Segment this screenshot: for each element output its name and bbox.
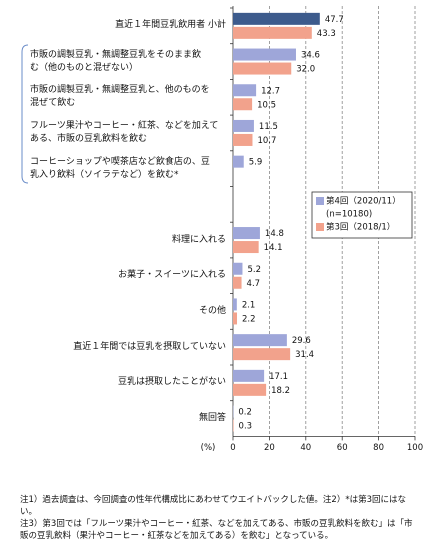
value-label: 34.6 [301,51,320,61]
value-label: 47.7 [325,15,344,25]
value-label: 12.7 [261,86,280,96]
category-label: 無回答 [198,413,226,424]
value-label: 14.1 [264,243,283,253]
category-label: フルーツ果汁やコーヒー・紅茶、などを加えて ある、市販の豆乳飲料を飲む [30,120,219,144]
value-label: 4.7 [247,279,261,289]
bar [233,262,243,275]
notes: 注1）過去調査は、今回調査の性年代構成比にあわせてウエイトバックした値。注2）*… [20,494,420,542]
bar [233,348,291,361]
group-bracket [21,44,29,184]
bar [233,98,253,111]
category-label: 直近１年間豆乳飲用者 小計 [115,20,226,31]
value-label: 43.3 [317,29,336,39]
value-label: 32.0 [296,65,315,75]
value-label: 18.2 [271,386,290,396]
x-tick-label: 0 [230,443,235,453]
x-tick-label: 40 [300,443,311,453]
bar [233,383,267,396]
legend-note: (n=10180) [326,210,372,220]
bar [233,334,287,347]
bar [233,62,292,75]
chart: 0 20 40 60 80 100 (%) 47.7 43.3 34.6 32.0 12.7 10.5 1… [21,6,423,453]
value-label: 31.4 [295,350,314,360]
x-tick-label: 100 [407,443,423,453]
note: 注1）過去調査は、今回調査の性年代構成比にあわせてウエイトバックした値。注2）*… [20,495,406,517]
legend-swatch [316,197,324,205]
bar [233,227,260,240]
value-label: 10.7 [257,136,276,146]
bar [233,119,254,132]
legend-swatch [316,223,324,231]
value-label: 0.2 [238,408,252,418]
bar [233,26,312,39]
category-label: 料理に入れる [171,234,226,245]
value-label: 5.2 [247,265,261,275]
bar [233,419,234,432]
category-label: 豆乳は摂取したことがない [117,377,226,388]
value-label: 14.8 [265,229,284,239]
bar [233,133,253,146]
bar [233,312,238,325]
value-label: 5.9 [249,158,263,168]
bar [233,241,259,254]
category-label: その他 [198,305,226,316]
bar [233,276,242,289]
value-label: 0.3 [239,422,253,432]
bar [233,298,237,311]
x-tick-label: 20 [264,443,275,453]
legend-label: 第3回（2018/1） [326,222,395,233]
value-label: 2.1 [242,300,256,310]
value-label: 11.5 [259,122,278,132]
legend-box [311,191,413,239]
bar [233,48,296,61]
category-label: コーヒーショップや喫茶店など飲食店の、豆 乳入り飲料（ソイラテなど）を飲む* [30,156,210,180]
bar [233,84,257,97]
category-label: 市販の調製豆乳・無調整豆乳と、他のものを 混ぜて飲む [30,85,210,109]
bar [233,155,244,168]
x-tick-label: 80 [373,443,384,453]
legend-label: 第4回（2020/11） [326,196,401,207]
value-label: 10.5 [257,100,276,110]
value-label: 29.6 [292,336,311,346]
category-label: 直近１年間では豆乳を摂取していない [73,341,226,352]
x-tick-label: 60 [337,443,348,453]
x-axis-label: (%) [201,443,216,453]
note: 注3）第3回では「フルーツ果汁やコーヒー・紅茶、などを加えてある、市販の豆乳飲料… [20,519,413,541]
bar [233,12,320,25]
category-label: お菓子・スイーツに入れる [118,270,226,281]
value-label: 17.1 [269,372,288,382]
bar [233,369,265,382]
category-label: 市販の調製豆乳・無調整豆乳をそのまま飲 む（他のものと混ぜない） [30,49,202,73]
value-label: 2.2 [242,314,256,324]
